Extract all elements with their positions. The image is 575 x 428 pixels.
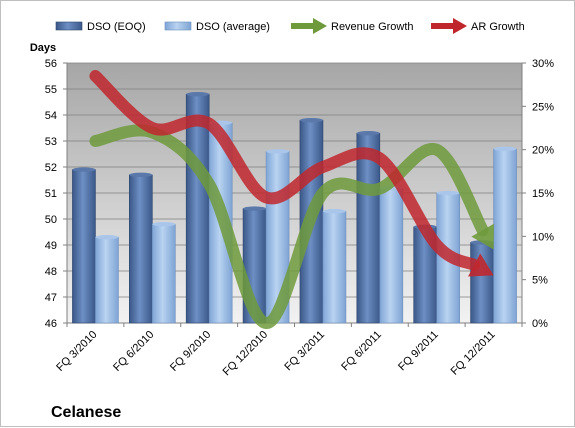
y-right-tick-label: 10%	[532, 231, 554, 243]
arrowhead-ar-growth	[468, 253, 494, 277]
legend-swatch	[164, 21, 192, 31]
legend-label: AR Growth	[471, 21, 525, 33]
y-left-tick-label: 56	[45, 58, 57, 70]
legend-arrowhead	[453, 18, 467, 34]
y-left-tick-label: 52	[45, 162, 57, 174]
bar-dso-eoq-cap	[356, 131, 380, 136]
legend-item: DSO (average)	[164, 21, 270, 33]
y-right-tick-label: 15%	[532, 188, 554, 200]
legend-item: AR Growth	[431, 18, 525, 34]
x-tick-label: FQ 9/2010	[168, 329, 213, 374]
legend-item: DSO (EOQ)	[55, 21, 146, 33]
y-left-tick-label: 48	[45, 266, 57, 278]
y-left-tick-label: 47	[45, 292, 57, 304]
x-tick-label: FQ 3/2011	[282, 329, 327, 374]
y-left-tick-label: 51	[45, 188, 57, 200]
chart-title: Celanese	[51, 404, 121, 421]
bar-dso-average	[379, 187, 404, 324]
legend-item: Revenue Growth	[291, 18, 414, 34]
line-ar-growth	[89, 70, 481, 271]
y-right-tick-label: 25%	[532, 101, 554, 113]
bar-dso-average-cap	[436, 190, 460, 196]
x-tick-label: FQ 9/2011	[396, 329, 441, 374]
y-right-tick-label: 5%	[532, 275, 548, 287]
x-tick-label: FQ 12/2011	[449, 329, 498, 378]
y-left-tick-label: 49	[45, 240, 57, 252]
bar-dso-average-cap	[152, 222, 176, 227]
bar-dso-eoq	[72, 169, 96, 324]
bar-dso-average	[95, 236, 119, 324]
bar-dso-eoq-cap	[186, 92, 210, 97]
bar-dso-eoq	[129, 174, 153, 324]
bar-dso-eoq-cap	[243, 206, 267, 211]
y-left-tick-label: 55	[45, 84, 57, 96]
y-right-tick-label: 20%	[532, 145, 554, 157]
y-left-tick-label: 54	[45, 110, 57, 122]
bar-dso-eoq	[470, 242, 494, 324]
y-right-tick-label: 30%	[532, 58, 554, 70]
bar-dso-average	[493, 148, 517, 324]
x-tick-label: FQ 6/2010	[111, 329, 156, 374]
y-left-tick-label: 50	[45, 214, 57, 226]
bar-dso-eoq-cap	[129, 172, 153, 177]
legend-swatch	[55, 21, 83, 31]
line-revenue-growth	[89, 124, 489, 329]
bar-dso-eoq-cap	[72, 167, 96, 172]
x-tick-label: FQ 3/2010	[54, 329, 99, 374]
x-tick-label: FQ 12/2010	[221, 329, 271, 379]
x-tick-label: FQ 6/2011	[339, 329, 384, 374]
arrowhead-revenue-growth	[471, 223, 494, 250]
legend-label: DSO (average)	[196, 21, 270, 33]
y-left-axis-title: Days	[30, 42, 56, 54]
bar-dso-average-cap	[266, 149, 290, 154]
legend-label: Revenue Growth	[331, 21, 414, 33]
bar-dso-average	[152, 223, 176, 324]
legend-arrowhead	[313, 18, 327, 34]
bar-dso-eoq-cap	[299, 118, 323, 123]
legend-label: DSO (EOQ)	[87, 21, 146, 33]
y-left-tick-label: 53	[45, 136, 57, 148]
bar-dso-average-cap	[322, 209, 346, 214]
bar-dso-average-cap	[95, 235, 119, 240]
y-left-tick-label: 46	[45, 318, 57, 330]
bar-dso-average	[322, 210, 347, 324]
bar-dso-average-cap	[493, 146, 517, 151]
y-right-tick-label: 0%	[532, 318, 548, 330]
